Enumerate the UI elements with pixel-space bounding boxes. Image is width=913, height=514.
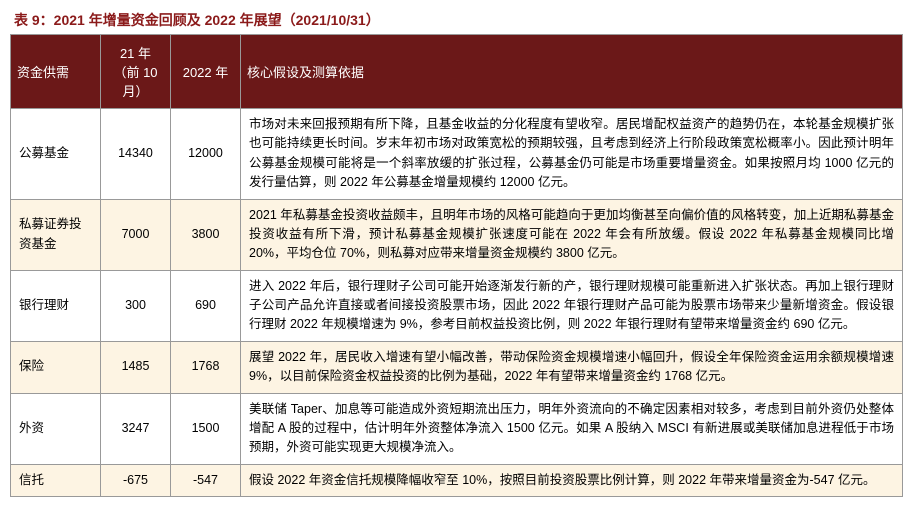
row-y22: 3800: [171, 199, 241, 270]
row-y21: 14340: [101, 109, 171, 200]
table-title: 表 9：2021 年增量资金回顾及 2022 年展望（2021/10/31）: [10, 10, 903, 30]
row-label: 公募基金: [11, 109, 101, 200]
row-desc: 展望 2022 年，居民收入增速有望小幅改善，带动保险资金规模增速小幅回升，假设…: [241, 341, 903, 393]
table-row: 保险 1485 1768 展望 2022 年，居民收入增速有望小幅改善，带动保险…: [11, 341, 903, 393]
row-desc: 美联储 Taper、加息等可能造成外资短期流出压力，明年外资流向的不确定因素相对…: [241, 393, 903, 464]
row-y22: 1500: [171, 393, 241, 464]
row-y22: 1768: [171, 341, 241, 393]
row-y21: 3247: [101, 393, 171, 464]
row-label: 保险: [11, 341, 101, 393]
row-y22: -547: [171, 464, 241, 496]
row-label: 私募证券投资基金: [11, 199, 101, 270]
row-y21: -675: [101, 464, 171, 496]
table-row: 银行理财 300 690 进入 2022 年后，银行理财子公司可能开始逐渐发行新…: [11, 270, 903, 341]
row-y22: 12000: [171, 109, 241, 200]
table-row: 信托 -675 -547 假设 2022 年资金信托规模降幅收窄至 10%，按照…: [11, 464, 903, 496]
header-2022: 2022 年: [171, 35, 241, 109]
funds-table: 资金供需 21 年（前 10月） 2022 年 核心假设及测算依据 公募基金 1…: [10, 34, 903, 497]
row-desc: 假设 2022 年资金信托规模降幅收窄至 10%，按照目前投资股票比例计算，则 …: [241, 464, 903, 496]
header-row: 资金供需 21 年（前 10月） 2022 年 核心假设及测算依据: [11, 35, 903, 109]
header-source: 资金供需: [11, 35, 101, 109]
row-y21: 300: [101, 270, 171, 341]
row-y22: 690: [171, 270, 241, 341]
row-desc: 2021 年私募基金投资收益颇丰，且明年市场的风格可能趋向于更加均衡甚至向偏价值…: [241, 199, 903, 270]
row-desc: 进入 2022 年后，银行理财子公司可能开始逐渐发行新的产，银行理财规模可能重新…: [241, 270, 903, 341]
header-assumption: 核心假设及测算依据: [241, 35, 903, 109]
row-label: 信托: [11, 464, 101, 496]
row-y21: 7000: [101, 199, 171, 270]
table-row: 外资 3247 1500 美联储 Taper、加息等可能造成外资短期流出压力，明…: [11, 393, 903, 464]
row-y21: 1485: [101, 341, 171, 393]
row-label: 外资: [11, 393, 101, 464]
table-row: 公募基金 14340 12000 市场对未来回报预期有所下降，且基金收益的分化程…: [11, 109, 903, 200]
header-2021: 21 年（前 10月）: [101, 35, 171, 109]
row-desc: 市场对未来回报预期有所下降，且基金收益的分化程度有望收窄。居民增配权益资产的趋势…: [241, 109, 903, 200]
row-label: 银行理财: [11, 270, 101, 341]
table-row: 私募证券投资基金 7000 3800 2021 年私募基金投资收益颇丰，且明年市…: [11, 199, 903, 270]
